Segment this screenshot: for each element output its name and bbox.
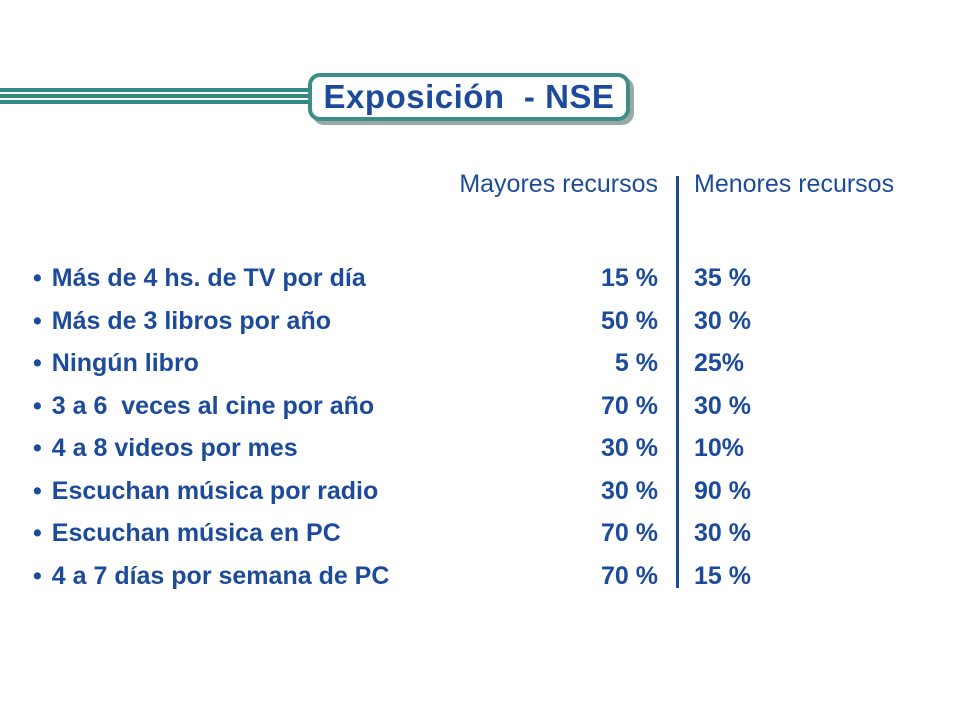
- row-label-text: 3 a 6 veces al cine por año: [51, 391, 375, 420]
- row-label: • Más de 3 libros por año: [33, 307, 331, 336]
- row-label-text: Escuchan música en PC: [51, 519, 341, 547]
- row-label: • 4 a 8 videos por mes: [33, 434, 298, 463]
- data-rows: • Más de 4 hs. de TV por día 15 % 35 % • M…: [0, 260, 960, 600]
- value-low: 30 %: [694, 306, 751, 335]
- row-label: • Más de 4 hs. de TV por día: [33, 264, 366, 293]
- column-header-low: Menores recursos: [694, 170, 895, 198]
- value-low: 90 %: [694, 476, 751, 505]
- table-row: • Escuchan música por radio 30 % 90 %: [0, 473, 960, 516]
- value-low: 15 %: [694, 561, 751, 590]
- row-label: • Escuchan música por radio: [33, 477, 378, 506]
- title-decoration-lines: [0, 88, 320, 110]
- value-low: 10%: [694, 434, 745, 462]
- page-title: Exposición - NSE: [323, 78, 615, 115]
- title-box: Exposición - NSE: [308, 73, 630, 121]
- column-header-high: Mayores recursos: [459, 170, 658, 198]
- table-row: • Más de 4 hs. de TV por día 15 % 35 %: [0, 260, 960, 303]
- value-high: 30 %: [601, 476, 658, 505]
- table-row: • Ningún libro 5 % 25%: [0, 345, 960, 388]
- column-divider: [676, 176, 679, 588]
- value-high: 70 %: [601, 561, 658, 590]
- value-high: 5 %: [614, 349, 658, 377]
- value-high: 30 %: [601, 434, 658, 462]
- bullet: •: [33, 391, 42, 420]
- bullet: •: [33, 434, 42, 462]
- bullet: •: [33, 349, 42, 377]
- value-low: 35 %: [694, 264, 751, 292]
- bullet: •: [33, 476, 42, 505]
- row-label-text: 4 a 8 videos por mes: [51, 434, 298, 462]
- row-label: • Ningún libro: [33, 349, 199, 378]
- table-row: • Escuchan música en PC 70 % 30 %: [0, 515, 960, 558]
- table-row: • 4 a 7 días por semana de PC 70 % 15 %: [0, 558, 960, 601]
- bullet: •: [33, 519, 42, 547]
- row-label: • 3 a 6 veces al cine por año: [33, 392, 374, 421]
- value-low: 25%: [694, 349, 745, 377]
- value-high: 70 %: [601, 519, 658, 547]
- table-row: • 3 a 6 veces al cine por año 70 % 30 %: [0, 388, 960, 431]
- bullet: •: [33, 306, 42, 335]
- value-low: 30 %: [694, 519, 751, 547]
- row-label-text: Más de 4 hs. de TV por día: [51, 264, 366, 292]
- value-high: 70 %: [601, 391, 658, 420]
- row-label-text: 4 a 7 días por semana de PC: [51, 561, 390, 590]
- value-high: 15 %: [601, 264, 658, 292]
- row-label: • 4 a 7 días por semana de PC: [33, 562, 389, 591]
- bullet: •: [33, 264, 42, 292]
- bullet: •: [33, 561, 42, 590]
- table-row: • 4 a 8 videos por mes 30 % 10%: [0, 430, 960, 473]
- row-label: • Escuchan música en PC: [33, 519, 341, 548]
- row-label-text: Ningún libro: [51, 349, 199, 377]
- value-low: 30 %: [694, 391, 751, 420]
- row-label-text: Escuchan música por radio: [51, 476, 379, 505]
- table-row: • Más de 3 libros por año 50 % 30 %: [0, 303, 960, 346]
- value-high: 50 %: [601, 306, 658, 335]
- row-label-text: Más de 3 libros por año: [51, 306, 331, 335]
